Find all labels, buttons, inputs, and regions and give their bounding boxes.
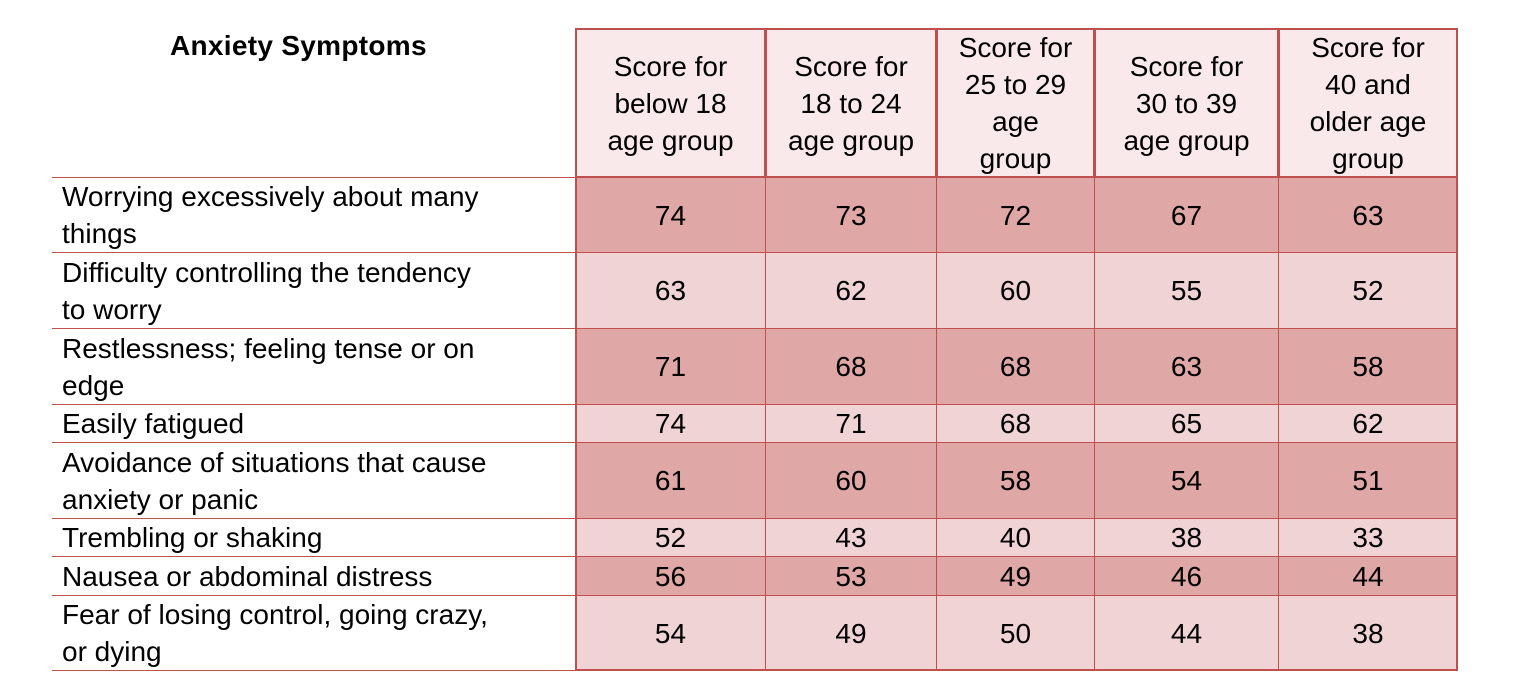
data-cell: 68 — [936, 404, 1095, 443]
data-cell: 44 — [1094, 595, 1279, 671]
data-cell: 68 — [936, 328, 1095, 405]
data-cell: 33 — [1278, 518, 1458, 557]
row-label-1: Worrying excessively about many things — [52, 177, 575, 253]
data-cell: 58 — [1278, 328, 1458, 405]
data-cell: 54 — [1094, 442, 1279, 519]
data-cell: 58 — [936, 442, 1095, 519]
data-cell: 38 — [1094, 518, 1279, 557]
data-cell: 63 — [1278, 177, 1458, 253]
data-cell: 71 — [575, 328, 766, 405]
data-cell: 50 — [936, 595, 1095, 671]
corner-header: Anxiety Symptoms — [170, 30, 427, 61]
column-header-2: Score for 18 to 24 age group — [765, 28, 937, 178]
column-header-3: Score for 25 to 29 age group — [936, 28, 1095, 178]
data-cell: 44 — [1278, 556, 1458, 596]
data-cell: 68 — [765, 328, 937, 405]
row-label-3: Restlessness; feeling tense or on edge — [52, 328, 575, 405]
data-cell: 63 — [575, 252, 766, 329]
column-header-text: Score for 18 to 24 age group — [787, 50, 915, 156]
data-cell: 73 — [765, 177, 937, 253]
data-cell: 53 — [765, 556, 937, 596]
data-cell: 54 — [575, 595, 766, 671]
column-header-4: Score for 30 to 39 age group — [1094, 28, 1279, 178]
column-header-text: Score for 40 and older age group — [1309, 32, 1427, 174]
data-cell: 40 — [936, 518, 1095, 557]
row-label-2: Difficulty controlling the tendency to wo… — [52, 252, 575, 329]
data-cell: 55 — [1094, 252, 1279, 329]
data-cell: 60 — [936, 252, 1095, 329]
row-label-5: Avoidance of situations that cause anxiet… — [52, 442, 575, 519]
data-cell: 46 — [1094, 556, 1279, 596]
data-cell: 38 — [1278, 595, 1458, 671]
data-cell: 51 — [1278, 442, 1458, 519]
column-header-5: Score for 40 and older age group — [1278, 28, 1458, 178]
data-cell: 56 — [575, 556, 766, 596]
column-header-text: Score for 25 to 29 age group — [958, 32, 1073, 174]
data-cell: 65 — [1094, 404, 1279, 443]
column-header-1: Score for below 18 age group — [575, 28, 766, 178]
column-header-text: Score for below 18 age group — [607, 50, 734, 156]
data-cell: 74 — [575, 404, 766, 443]
data-cell: 72 — [936, 177, 1095, 253]
data-cell: 62 — [765, 252, 937, 329]
row-label-8: Fear of losing control, going crazy, or d… — [52, 595, 575, 671]
data-cell: 61 — [575, 442, 766, 519]
column-header-text: Score for 30 to 39 age group — [1123, 50, 1250, 156]
data-cell: 71 — [765, 404, 937, 443]
data-cell: 67 — [1094, 177, 1279, 253]
data-cell: 43 — [765, 518, 937, 557]
row-label-6: Trembling or shaking — [52, 518, 575, 557]
data-cell: 52 — [1278, 252, 1458, 329]
data-cell: 60 — [765, 442, 937, 519]
data-cell: 74 — [575, 177, 766, 253]
data-cell: 62 — [1278, 404, 1458, 443]
data-cell: 63 — [1094, 328, 1279, 405]
row-label-4: Easily fatigued — [52, 404, 575, 443]
row-label-7: Nausea or abdominal distress — [52, 556, 575, 596]
data-cell: 49 — [936, 556, 1095, 596]
data-cell: 52 — [575, 518, 766, 557]
data-cell: 49 — [765, 595, 937, 671]
